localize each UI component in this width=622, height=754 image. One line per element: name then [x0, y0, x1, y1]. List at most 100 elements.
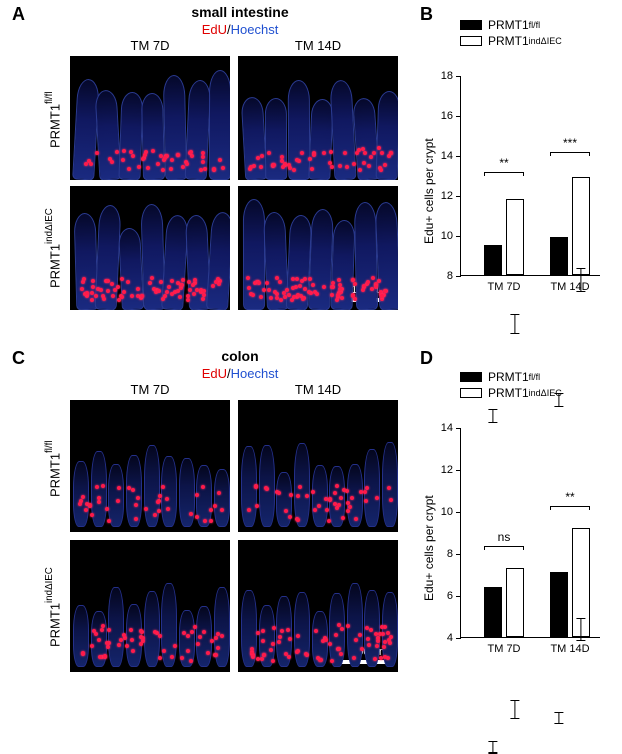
- stain-hoechst-c: Hoechst: [231, 366, 279, 381]
- legend-b-fl-pre: PRMT1: [488, 18, 529, 32]
- ytick-label: 4: [447, 632, 453, 644]
- chart-b: Edu+ cells per crypt 81012141618TM 7DTM …: [420, 66, 610, 316]
- ytick: [456, 596, 461, 597]
- row-label-c1: PRMT1fl/fl: [44, 404, 62, 534]
- ytick-label: 14: [441, 150, 453, 162]
- sig-label: **: [499, 156, 508, 170]
- swatch-fl: [460, 20, 482, 30]
- ytick-label: 10: [441, 230, 453, 242]
- errorbar: [558, 712, 559, 725]
- ytick: [456, 428, 461, 429]
- ytick: [456, 512, 461, 513]
- stain-hoechst: Hoechst: [231, 22, 279, 37]
- row-a1-suf: fl/fl: [44, 92, 55, 104]
- ytick-label: 10: [441, 506, 453, 518]
- legend-d-fl: PRMT1 fl/fl: [460, 370, 562, 384]
- sig-label: ***: [563, 136, 577, 150]
- legend-b-iec-pre: PRMT1: [488, 34, 529, 48]
- ytick: [456, 156, 461, 157]
- row-a1-pre: PRMT1: [47, 104, 62, 148]
- panel-letter-b: B: [420, 4, 433, 25]
- sig-bracket: [484, 172, 524, 173]
- errorbar: [514, 314, 515, 334]
- row-a2-pre: PRMT1: [47, 244, 62, 288]
- micrograph-a-r1c2: [238, 56, 398, 180]
- xtick-label: TM 14D: [550, 643, 589, 655]
- ytick-label: 6: [447, 590, 453, 602]
- bar-TM14D-fl: [550, 572, 568, 637]
- bar-TM7D-fl: [484, 245, 502, 275]
- ytick: [456, 236, 461, 237]
- errorbar: [514, 700, 515, 719]
- sig-bracket: [484, 546, 524, 547]
- stain-label-si: EdU/Hoechst: [120, 22, 360, 37]
- xtick-label: TM 7D: [488, 643, 521, 655]
- legend-d-fl-suf: fl/fl: [529, 372, 541, 382]
- bar-TM14D-iec: [572, 177, 590, 275]
- ytick: [456, 470, 461, 471]
- ytick-label: 14: [441, 422, 453, 434]
- legend-b: PRMT1 fl/fl PRMT1 indΔIEC: [460, 18, 562, 50]
- panel-letter-c: C: [12, 348, 25, 369]
- panel-letter-a: A: [12, 4, 25, 25]
- chart-d-ylabel: Edu+ cells per crypt: [422, 458, 436, 638]
- col-label-c1: TM 7D: [70, 382, 230, 397]
- legend-d-iec-suf: indΔIEC: [529, 388, 562, 398]
- chart-b-axes: 81012141618TM 7DTM 14D*****: [460, 76, 600, 276]
- row-label-a1: PRMT1fl/fl: [44, 60, 62, 180]
- sig-bracket: [550, 152, 590, 153]
- bar-TM7D-iec: [506, 568, 524, 637]
- ytick-label: 8: [447, 270, 453, 282]
- legend-b-iec-suf: indΔIEC: [529, 36, 562, 46]
- ytick: [456, 638, 461, 639]
- row-c2-suf: indΔIEC: [44, 567, 55, 603]
- row-a2-suf: indΔIEC: [44, 208, 55, 244]
- ytick: [456, 116, 461, 117]
- bar-TM14D-iec: [572, 528, 590, 637]
- micrograph-c-r2c1: [70, 540, 230, 672]
- micrograph-c-r1c1: [70, 400, 230, 532]
- legend-b-fl-suf: fl/fl: [529, 20, 541, 30]
- row-c1-pre: PRMT1: [47, 453, 62, 497]
- chart-d: Edu+ cells per crypt 4 6 8 10 12 14 TM 7D TM 14…: [420, 418, 610, 680]
- micrograph-c-r2c2: 100 µm: [238, 540, 398, 672]
- legend-d: PRMT1 fl/fl PRMT1 indΔIEC: [460, 370, 562, 402]
- legend-d-iec-pre: PRMT1: [488, 386, 529, 400]
- title-colon: colon: [120, 348, 360, 364]
- bar-TM7D-iec: [506, 199, 524, 275]
- sig-label: ns: [498, 530, 511, 544]
- errorbar: [492, 741, 493, 754]
- bar-TM14D-fl: [550, 237, 568, 275]
- micrograph-a-r1c1: [70, 56, 230, 180]
- ytick-label: 12: [441, 190, 453, 202]
- errorbar: [580, 618, 581, 641]
- chart-b-ylabel: Edu+ cells per crypt: [422, 106, 436, 276]
- stain-edu: EdU: [202, 22, 227, 37]
- ytick: [456, 196, 461, 197]
- sig-label: **: [565, 490, 574, 504]
- col-label-a1: TM 7D: [70, 38, 230, 53]
- stain-label-colon: EdU/Hoechst: [120, 366, 360, 381]
- row-label-c2: PRMT1indΔIEC: [44, 542, 62, 672]
- title-small-intestine: small intestine: [120, 4, 360, 20]
- panel-letter-d: D: [420, 348, 433, 369]
- legend-b-fl: PRMT1 fl/fl: [460, 18, 562, 32]
- ytick-label: 8: [447, 548, 453, 560]
- ytick-label: 18: [441, 70, 453, 82]
- stain-edu-c: EdU: [202, 366, 227, 381]
- swatch-d-fl: [460, 372, 482, 382]
- ytick: [456, 276, 461, 277]
- ytick-label: 16: [441, 110, 453, 122]
- micrograph-a-r2c2: 100 µm: [238, 186, 398, 310]
- ytick-label: 12: [441, 464, 453, 476]
- sig-bracket: [550, 506, 590, 507]
- swatch-iec: [460, 36, 482, 46]
- row-c1-suf: fl/fl: [44, 441, 55, 453]
- bar-TM7D-fl: [484, 587, 502, 637]
- ytick: [456, 554, 461, 555]
- col-label-a2: TM 14D: [238, 38, 398, 53]
- chart-d-axes: 468101214TM 7DTM 14Dns**: [460, 428, 600, 638]
- micrograph-c-r1c2: [238, 400, 398, 532]
- legend-b-iec: PRMT1 indΔIEC: [460, 34, 562, 48]
- row-c2-pre: PRMT1: [47, 603, 62, 647]
